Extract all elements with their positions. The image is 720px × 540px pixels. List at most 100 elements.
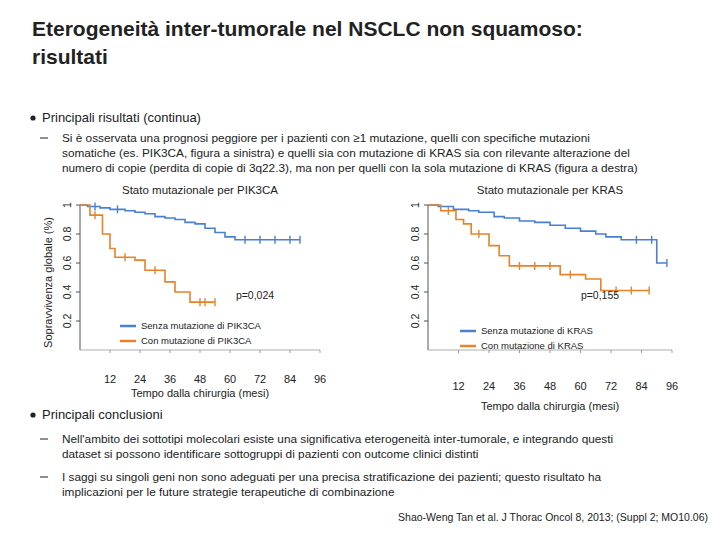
x-tick (140, 350, 141, 353)
plot-area (428, 205, 667, 295)
x-tick-label: 24 (483, 380, 495, 392)
chart: Stato mutazionale per PIK3CA 0.2 0.4 0.6 0.8… (42, 184, 326, 399)
censor-mark (570, 271, 571, 279)
legend-swatch (460, 345, 476, 348)
x-tick-label: 72 (605, 380, 617, 392)
x-tick-label: 84 (284, 373, 296, 385)
censor-mark (124, 253, 125, 261)
bullet (30, 412, 35, 417)
y-tick-label: 1 (409, 202, 421, 208)
x-tick-label: 12 (452, 380, 464, 392)
censor-mark (289, 236, 290, 244)
censor-mark (666, 259, 667, 267)
section-heading: Principali risultati (continua) (42, 110, 201, 125)
km-curve (428, 205, 649, 291)
censor-mark (154, 266, 155, 274)
y-tick-label: 0.6 (61, 256, 73, 271)
censor-mark (478, 230, 479, 238)
x-tick-label: 84 (635, 380, 647, 392)
x-tick (170, 350, 171, 353)
x-tick-label: 24 (134, 373, 146, 385)
censor-mark (631, 287, 632, 295)
legend-label: Con mutazione di KRAS (481, 340, 583, 351)
y-tick (424, 263, 428, 264)
dash (40, 138, 48, 139)
x-tick-label: 12 (104, 373, 116, 385)
km-curve (80, 205, 300, 240)
x-tick-label: 60 (574, 380, 586, 392)
y-tick-label: 1 (61, 202, 73, 208)
body-text: somatiche (es. PIK3CA, figura a sinistra… (62, 146, 630, 160)
chart: Stato mutazionale per KRAS 0.2 0.4 0.6 0.8 1 1… (409, 184, 678, 412)
x-tick (230, 350, 231, 353)
x-tick-label: 36 (164, 373, 176, 385)
dash (40, 477, 48, 478)
y-tick-label: 0.2 (61, 314, 73, 329)
censor-mark (549, 262, 550, 270)
bullet (30, 115, 35, 120)
annotation: p=0,155 (581, 289, 619, 301)
citation: Shao-Weng Tan et al. J Thorac Oncol 8, 2… (398, 511, 708, 523)
plot-area (80, 202, 300, 306)
slide: Eterogeneità inter-tumorale nel NSCLC no… (0, 0, 720, 540)
y-tick (76, 321, 80, 322)
censor-mark (199, 298, 200, 306)
censor-mark (214, 298, 215, 306)
censor-mark (651, 236, 652, 244)
censor-mark (94, 202, 95, 210)
chart-title: Stato mutazionale per PIK3CA (122, 184, 278, 196)
legend-swatch (460, 330, 476, 333)
censor-mark (204, 298, 205, 306)
censor-mark (448, 207, 449, 215)
body-text: Nell'ambito dei sottotipi molecolari esi… (62, 432, 613, 446)
dash (40, 439, 48, 440)
y-tick (424, 292, 428, 293)
y-axis-title: Sopravvivenza globale (%) (42, 217, 54, 348)
body-text: numero di copie (perdita di copie di 3q2… (62, 161, 638, 175)
censor-mark (648, 287, 649, 295)
y-axis (80, 205, 81, 350)
y-tick-label: 0.8 (61, 227, 73, 242)
x-tick-label: 96 (314, 373, 326, 385)
x-tick (260, 350, 261, 353)
x-tick (641, 350, 642, 353)
y-tick (76, 263, 80, 264)
y-tick-label: 0.4 (409, 285, 421, 300)
censor-mark (534, 262, 535, 270)
x-tick (320, 350, 321, 353)
legend-swatch (120, 325, 136, 328)
legend-label: Senza mutazione di PIK3CA (141, 320, 262, 331)
body-text: implicazioni per le future strategie ter… (62, 485, 395, 499)
censor-mark (94, 211, 95, 219)
y-tick-label: 0.2 (409, 314, 421, 329)
y-tick (76, 205, 80, 206)
km-curve (428, 205, 667, 263)
body-text: I saggi su singoli geni non sono adeguat… (62, 470, 602, 484)
censor-mark (299, 236, 300, 244)
x-tick (611, 350, 612, 353)
censor-mark (117, 205, 118, 213)
y-tick (424, 234, 428, 235)
x-tick (110, 350, 111, 353)
x-tick-label: 60 (224, 373, 236, 385)
y-tick (76, 234, 80, 235)
body-text: Si è osservata una prognosi peggiore per… (62, 131, 590, 145)
y-tick-label: 0.4 (61, 285, 73, 300)
body-text: dataset si possono identificare sottogru… (62, 447, 478, 461)
censor-mark (519, 262, 520, 270)
x-tick-label: 96 (666, 380, 678, 392)
chart-title: Stato mutazionale per KRAS (477, 184, 624, 196)
y-tick (76, 292, 80, 293)
y-tick (424, 205, 428, 206)
legend-swatch (120, 340, 136, 343)
y-tick-label: 0.8 (409, 227, 421, 242)
y-tick (424, 321, 428, 322)
slide-title: risultati (32, 45, 108, 68)
censor-mark (259, 236, 260, 244)
legend-label: Con mutazione di PIK3CA (141, 335, 252, 346)
x-tick-label: 72 (254, 373, 266, 385)
x-tick-label: 36 (513, 380, 525, 392)
x-axis-title: Tempo dalla chirurgia (mesi) (481, 400, 619, 412)
x-tick (200, 350, 201, 353)
y-tick-label: 0.6 (409, 256, 421, 271)
